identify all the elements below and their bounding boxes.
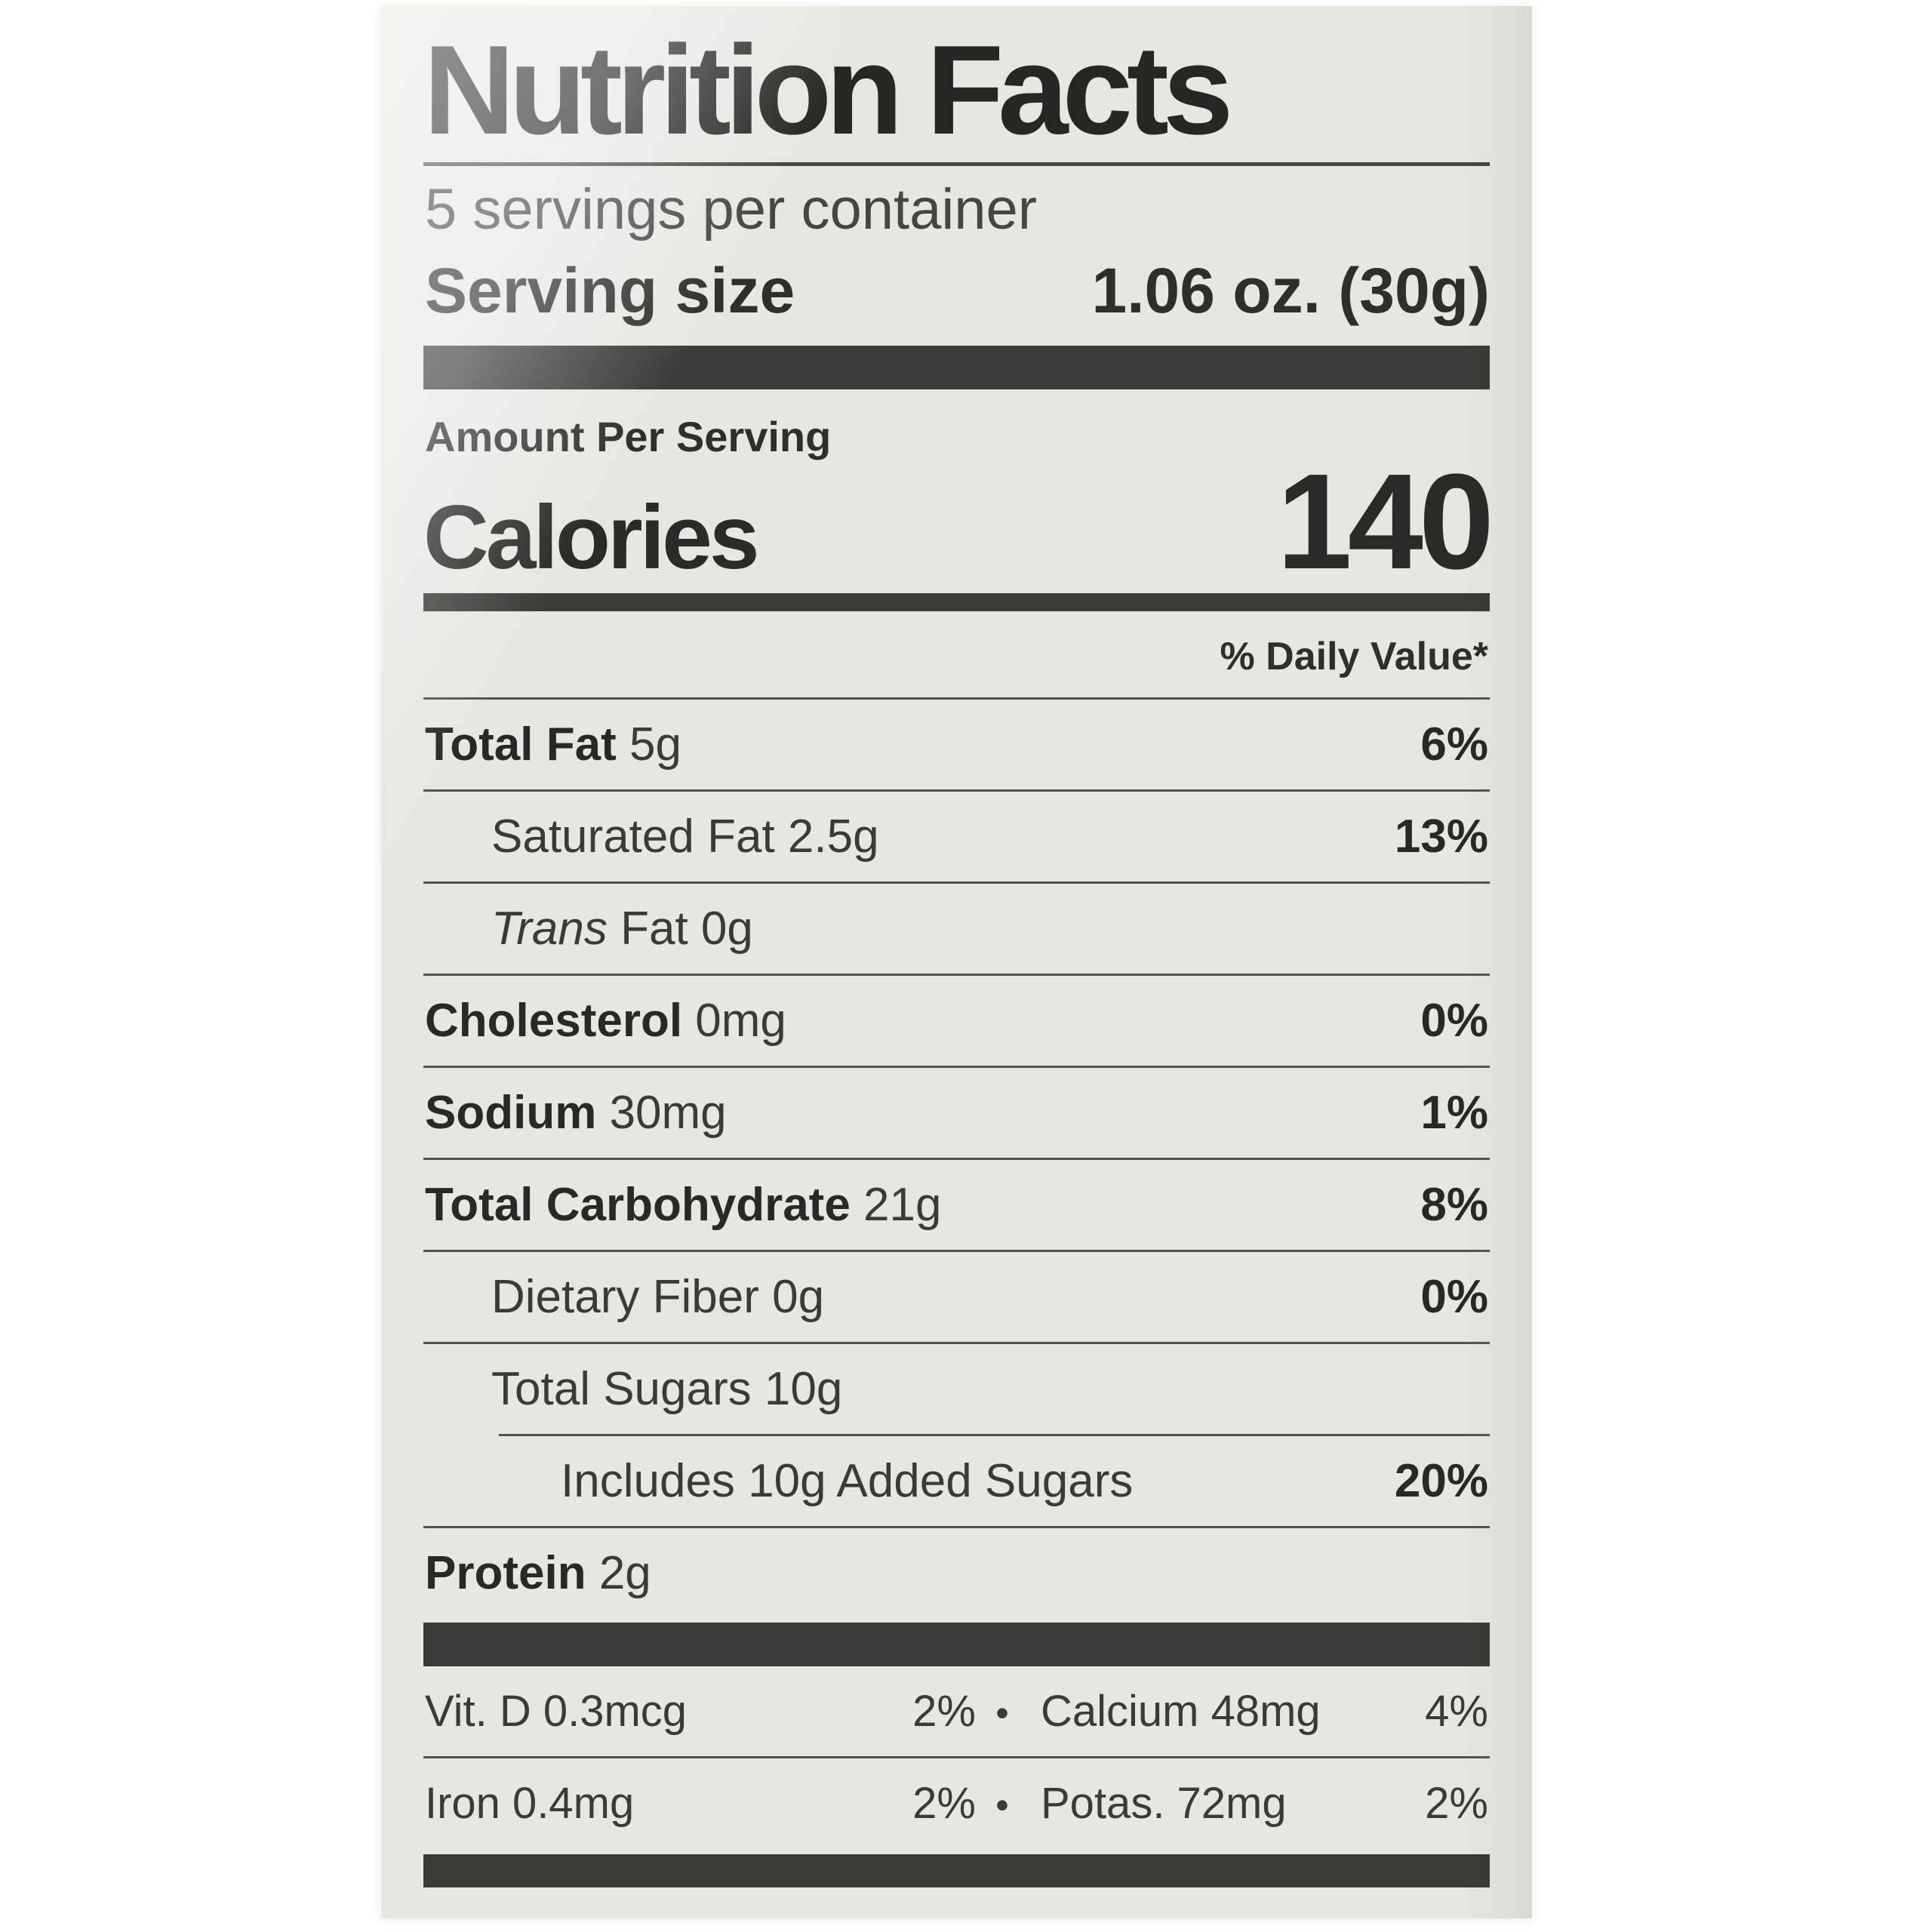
micronutrient-left-name: Vit. D 0.3mcg — [425, 1686, 688, 1736]
nutrient-dv: 1% — [1420, 1086, 1488, 1139]
row-divider — [423, 1065, 1490, 1068]
row-divider — [423, 973, 1490, 976]
row-divider — [423, 1249, 1490, 1252]
servings-per-container: 5 servings per container — [425, 177, 1038, 242]
row-divider — [423, 1341, 1490, 1344]
section-bar-top — [423, 346, 1490, 390]
nutrient-qty: 0mg — [682, 994, 786, 1047]
section-bar-footnote — [423, 1854, 1490, 1887]
row-divider-indented — [499, 1433, 1490, 1436]
nutrient-dv: 0% — [1420, 994, 1488, 1047]
micronutrient-row-vitd-calcium: Vit. D 0.3mcg 2% • Calcium 48mg 4% — [423, 1666, 1490, 1756]
row-divider — [423, 697, 1490, 700]
nutrient-row-total-sugars: Total Sugars 10g — [423, 1344, 1490, 1434]
nutrient-qty: 21g — [850, 1178, 942, 1231]
row-divider — [423, 1525, 1490, 1528]
micronutrient-right-dv: 2% — [1425, 1778, 1488, 1828]
bullet-separator: • — [995, 1691, 1009, 1734]
nutrition-facts-label: Nutrition Facts 5 servings per container… — [381, 6, 1532, 1918]
nutrition-facts-title: Nutrition Facts — [423, 19, 1233, 161]
nutrient-name: Includes 10g Added Sugars — [561, 1454, 1134, 1507]
serving-size-value: 1.06 oz. (30g) — [1091, 255, 1490, 327]
nutrient-name: Sodium — [425, 1086, 597, 1139]
row-divider — [423, 881, 1490, 884]
nutrient-qty: 2.5g — [774, 810, 879, 863]
serving-size-row: Serving size 1.06 oz. (30g) — [425, 254, 1490, 328]
nutrient-row-cholesterol: Cholesterol 0mg 0% — [423, 976, 1490, 1066]
nutrient-qty: 0g — [758, 1270, 825, 1323]
nutrient-name-italic: Trans — [491, 902, 608, 955]
row-divider — [423, 789, 1490, 792]
nutrient-qty: 10g — [751, 1362, 843, 1415]
micronutrient-right-dv: 4% — [1425, 1686, 1488, 1736]
nutrient-dv: 6% — [1420, 718, 1488, 771]
nutrient-dv: 8% — [1420, 1178, 1488, 1231]
bullet-separator: • — [995, 1783, 1009, 1826]
calories-row: Calories 140 — [423, 446, 1494, 598]
micronutrient-right-name: Calcium 48mg — [1041, 1686, 1321, 1736]
nutrient-name: Cholesterol — [425, 994, 683, 1047]
nutrient-qty: 0g — [688, 902, 753, 955]
nutrient-qty: 30mg — [596, 1086, 727, 1139]
micronutrient-left-dv: 2% — [912, 1686, 976, 1736]
nutrient-row-dietary-fiber: Dietary Fiber 0g 0% — [423, 1252, 1490, 1342]
micronutrient-left-name: Iron 0.4mg — [425, 1778, 635, 1828]
nutrient-name: Dietary Fiber — [491, 1270, 759, 1323]
daily-value-header: % Daily Value* — [1220, 634, 1488, 678]
nutrient-qty: 5g — [616, 718, 681, 771]
nutrient-row-protein: Protein 2g — [423, 1528, 1490, 1618]
nutrient-name: Total Fat — [425, 718, 617, 771]
daily-value-footnote: *The % Daily Value (DV) tells you how mu… — [423, 1887, 1490, 1918]
calories-value: 140 — [1276, 446, 1494, 598]
nutrient-row-saturated-fat: Saturated Fat 2.5g 13% — [423, 792, 1490, 881]
nutrient-name: Fat — [607, 902, 688, 955]
micronutrient-row-iron-potassium: Iron 0.4mg 2% • Potas. 72mg 2% — [423, 1758, 1490, 1848]
nutrient-dv: 0% — [1420, 1270, 1488, 1323]
nutrient-row-added-sugars: Includes 10g Added Sugars 20% — [423, 1436, 1490, 1526]
row-divider — [423, 1157, 1490, 1160]
nutrient-name: Total Sugars — [491, 1362, 752, 1415]
serving-size-label: Serving size — [425, 255, 795, 327]
nutrient-name: Saturated Fat — [491, 810, 775, 863]
nutrient-name: Protein — [425, 1546, 586, 1599]
nutrient-dv: 20% — [1394, 1454, 1488, 1507]
nutrient-qty: 2g — [586, 1546, 651, 1599]
micronutrient-left-dv: 2% — [912, 1778, 976, 1828]
nutrient-name: Total Carbohydrate — [425, 1178, 851, 1231]
calories-label: Calories — [423, 486, 760, 588]
nutrient-dv: 13% — [1394, 810, 1488, 863]
title-divider — [423, 162, 1490, 167]
nutrient-row-sodium: Sodium 30mg 1% — [423, 1068, 1490, 1158]
micronutrient-right-name: Potas. 72mg — [1041, 1778, 1287, 1828]
row-divider — [423, 1755, 1490, 1758]
nutrient-rows: Total Fat 5g 6% Saturated Fat 2.5g 13% T… — [423, 697, 1490, 1618]
nutrient-row-total-fat: Total Fat 5g 6% — [423, 700, 1490, 789]
section-bar-micronutrients — [423, 1622, 1490, 1666]
nutrient-row-trans-fat: Trans Fat 0g — [423, 884, 1490, 974]
nutrient-row-total-carbohydrate: Total Carbohydrate 21g 8% — [423, 1160, 1490, 1250]
